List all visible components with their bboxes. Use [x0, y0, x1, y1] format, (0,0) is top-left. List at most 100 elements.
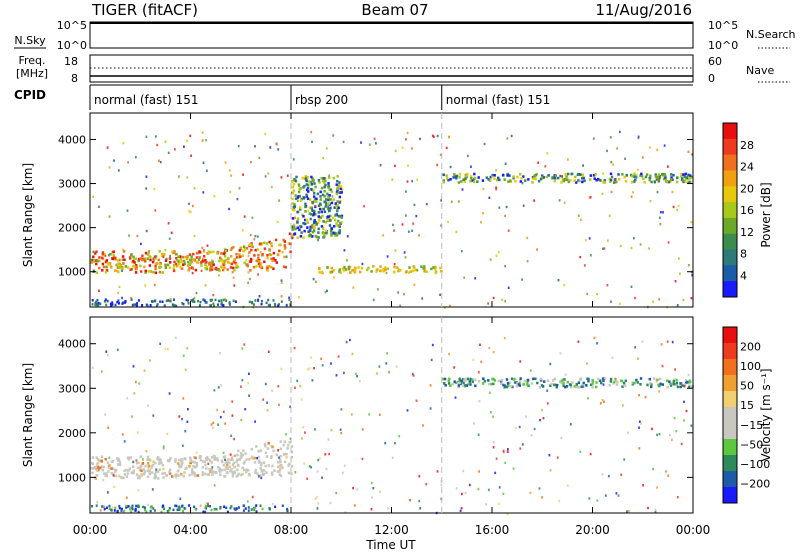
heatmap-cell: [307, 183, 310, 187]
heatmap-cell: [321, 364, 324, 367]
heatmap-cell: [121, 267, 125, 270]
heatmap-cell: [429, 407, 432, 410]
heatmap-cell: [138, 476, 141, 480]
heatmap-cell: [201, 473, 204, 477]
heatmap-cell: [666, 180, 669, 184]
heatmap-cell: [464, 379, 468, 382]
heatmap-cell: [206, 169, 208, 172]
heatmap-cell: [228, 301, 231, 304]
heatmap-cell: [542, 176, 545, 179]
heatmap-cell: [515, 384, 518, 388]
heatmap-cell: [344, 511, 347, 514]
heatmap-cell: [459, 379, 462, 382]
heatmap-cell: [671, 340, 674, 344]
heatmap-cell: [178, 175, 180, 178]
heatmap-cell: [136, 461, 139, 465]
heatmap-cell: [603, 377, 607, 381]
heatmap-cell: [179, 497, 182, 500]
heatmap-cell: [591, 386, 594, 389]
heatmap-cell: [207, 252, 210, 255]
heatmap-cell: [143, 508, 146, 512]
heatmap-cell: [193, 466, 197, 469]
heatmap-cell: [135, 459, 138, 462]
heatmap-cell: [583, 179, 586, 183]
heatmap-cell: [324, 229, 328, 233]
heatmap-cell: [327, 215, 330, 218]
heatmap-cell: [619, 130, 621, 134]
heatmap-cell: [285, 452, 288, 456]
heatmap-cell: [146, 253, 150, 256]
heatmap-cell: [137, 504, 140, 507]
heatmap-cell: [187, 260, 190, 264]
heatmap-cell: [327, 182, 330, 185]
heatmap-cell: [92, 250, 95, 254]
heatmap-cell: [313, 367, 315, 370]
heatmap-cell: [130, 254, 133, 257]
heatmap-cell: [264, 444, 267, 448]
heatmap-cell: [167, 222, 170, 225]
heatmap-cell: [90, 461, 94, 465]
heatmap-cell: [230, 246, 234, 250]
heatmap-cell: [546, 389, 549, 392]
heatmap-cell: [299, 199, 303, 202]
heatmap-cell: [689, 174, 692, 177]
heatmap-cell: [609, 178, 613, 182]
heatmap-cell: [301, 176, 304, 180]
heatmap-cell: [645, 173, 649, 176]
heatmap-cell: [314, 213, 317, 216]
heatmap-cell: [334, 218, 337, 222]
y-tick-label: 4000: [58, 133, 86, 146]
heatmap-cell: [176, 469, 180, 473]
heatmap-cell: [218, 467, 221, 470]
heatmap-cell: [333, 276, 335, 279]
heatmap-cell: [97, 302, 100, 305]
heatmap-cell: [152, 257, 155, 260]
heatmap-cell: [129, 456, 132, 459]
heatmap-cell: [449, 165, 452, 169]
heatmap-cell: [222, 451, 225, 455]
heatmap-cell: [497, 502, 500, 505]
heatmap-cell: [613, 178, 616, 182]
heatmap-cell: [152, 271, 155, 274]
heatmap-cell: [205, 504, 207, 508]
heatmap-cell: [443, 306, 446, 309]
heatmap-cell: [594, 172, 597, 176]
heatmap-cell: [95, 469, 99, 472]
heatmap-cell: [335, 183, 338, 186]
heatmap-cell: [252, 265, 256, 269]
heatmap-cell: [277, 304, 280, 307]
heatmap-cell: [290, 445, 294, 448]
heatmap-cell: [154, 135, 157, 138]
heatmap-cell: [492, 350, 495, 354]
heatmap-cell: [213, 195, 216, 198]
heatmap-cell: [236, 458, 239, 461]
heatmap-cell: [132, 265, 135, 268]
heatmap-cell: [271, 445, 274, 449]
heatmap-cell: [330, 232, 333, 235]
heatmap-cell: [107, 470, 110, 473]
heatmap-cell: [686, 380, 689, 384]
heatmap-cell: [396, 266, 399, 269]
heatmap-cell: [337, 206, 340, 210]
heatmap-cell: [293, 205, 297, 208]
heatmap-cell: [292, 158, 295, 161]
heatmap-cell: [458, 172, 462, 176]
heatmap-cell: [416, 178, 419, 181]
heatmap-cell: [394, 164, 396, 168]
heatmap-cell: [167, 299, 170, 302]
heatmap-cell: [595, 178, 598, 182]
heatmap-cell: [480, 221, 482, 224]
heatmap-cell: [529, 369, 532, 372]
heatmap-cell: [153, 187, 156, 191]
heatmap-cell: [621, 173, 624, 176]
heatmap-cell: [671, 190, 674, 194]
velocity-colorbar-label: Velocity [m s⁻¹]: [759, 368, 773, 461]
heatmap-cell: [318, 457, 321, 460]
heatmap-cell: [145, 450, 148, 453]
heatmap-cell: [591, 379, 595, 383]
heatmap-cell: [630, 246, 633, 250]
heatmap-cell: [320, 186, 324, 190]
heatmap-cell: [279, 467, 282, 470]
heatmap-cell: [317, 458, 320, 462]
heatmap-cell: [173, 250, 176, 253]
